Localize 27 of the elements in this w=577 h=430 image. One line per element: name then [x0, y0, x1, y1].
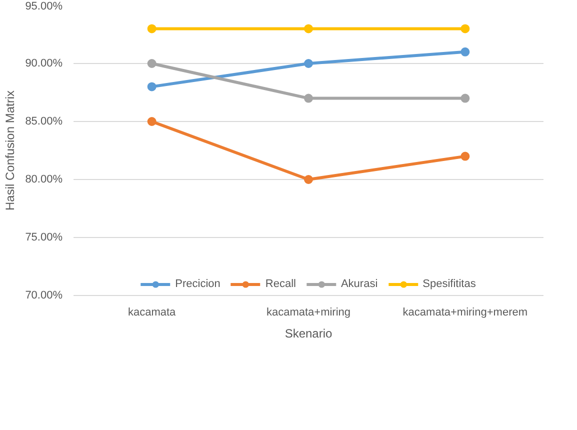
- y-tick-label: 75.00%: [25, 232, 63, 244]
- point: [460, 47, 470, 56]
- point: [460, 24, 470, 34]
- point: [304, 24, 313, 34]
- y-tick-label: 85.00%: [25, 116, 63, 128]
- y-tick-label: 90.00%: [25, 58, 63, 70]
- point: [147, 117, 156, 126]
- y-tick-label: 70.00%: [25, 290, 63, 302]
- legend-label: Precicion: [175, 277, 220, 291]
- point: [304, 94, 313, 103]
- point: [460, 94, 470, 103]
- point: [147, 24, 156, 34]
- point: [460, 152, 470, 161]
- legend-label: Recall: [265, 277, 296, 291]
- point: [304, 175, 313, 184]
- x-tick-label: kacamata: [128, 306, 177, 318]
- y-axis-title: Hasil Confusion Matrix: [3, 90, 18, 211]
- point: [304, 59, 313, 68]
- x-axis-title: Skenario: [284, 326, 333, 340]
- y-tick-label: 80.00%: [25, 174, 63, 186]
- y-tick-label: 95.00%: [25, 0, 63, 12]
- x-tick-label: kacamata+miring: [266, 306, 351, 318]
- legend-label: Spesifititas: [422, 277, 476, 291]
- point: [147, 59, 156, 68]
- legend-label: Akurasi: [340, 277, 378, 291]
- x-tick-label: kacamata+miring+merem: [402, 306, 528, 318]
- point: [147, 82, 156, 92]
